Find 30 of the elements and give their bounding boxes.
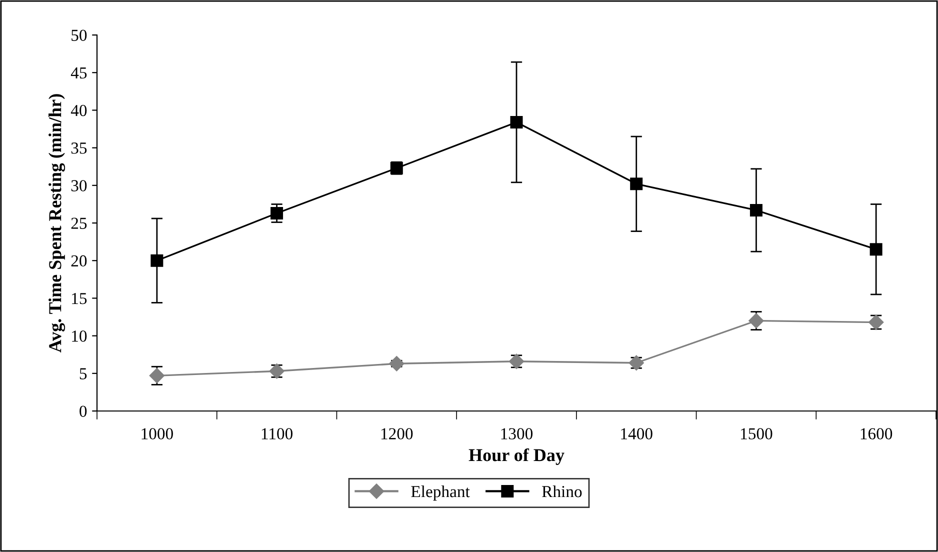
legend-label: Elephant — [411, 485, 470, 501]
legend-label: Rhino — [542, 485, 582, 498]
y-tick-label: 35 — [71, 142, 87, 154]
point — [630, 178, 643, 190]
y-tick-label: 15 — [72, 292, 87, 304]
x-axis-title: Hour of Day — [468, 448, 564, 465]
y-tick-label: 50 — [72, 30, 87, 41]
x-tick-label: 1100 — [262, 428, 293, 440]
x-tick-label: 1200 — [381, 428, 413, 440]
y-tick-label: 25 — [71, 218, 87, 229]
y-tick-label: 40 — [70, 104, 87, 116]
y-tick-label: 10 — [72, 330, 87, 342]
y-tick-label: 20 — [71, 255, 87, 267]
x-tick-label: 1500 — [741, 428, 772, 440]
point — [270, 206, 284, 220]
y-axis-title: Avg. Time Spent Resting (min/hr) — [48, 94, 66, 352]
x-tick-label: 1300 — [501, 428, 533, 440]
y-tick-label: 30 — [71, 180, 87, 192]
y-tick-label: 45 — [70, 67, 87, 79]
point — [510, 116, 523, 128]
x-tick-label: 1000 — [142, 428, 173, 440]
x-tick-label: 1400 — [621, 428, 652, 440]
y-tick-label: 0 — [80, 406, 87, 417]
x-tick-label: 1600 — [860, 428, 892, 440]
point — [150, 254, 164, 267]
point — [870, 243, 882, 256]
y-tick-label: 5 — [80, 368, 87, 380]
point — [149, 368, 164, 384]
point — [750, 204, 762, 216]
point — [389, 356, 404, 372]
